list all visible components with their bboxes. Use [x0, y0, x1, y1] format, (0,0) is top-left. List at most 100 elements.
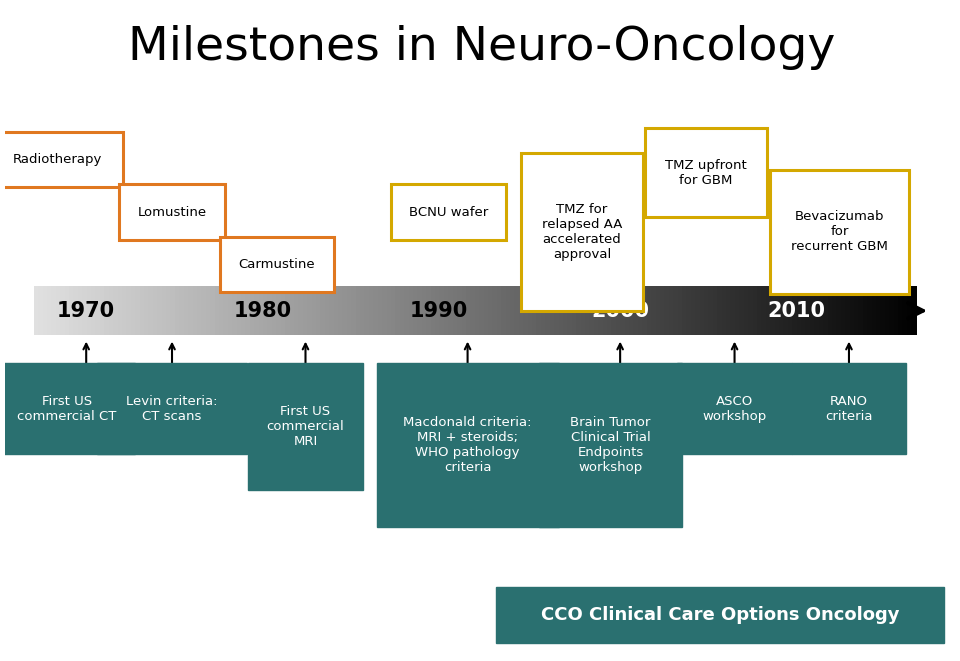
Bar — [841, 286, 846, 335]
Bar — [744, 286, 749, 335]
Bar — [823, 286, 828, 335]
Bar — [898, 286, 903, 335]
Bar — [329, 286, 335, 335]
Bar — [95, 286, 101, 335]
Bar — [86, 286, 92, 335]
Bar — [876, 286, 881, 335]
FancyBboxPatch shape — [792, 364, 906, 454]
Bar — [343, 286, 348, 335]
Bar — [836, 286, 842, 335]
Bar — [691, 286, 696, 335]
Bar — [686, 286, 692, 335]
Bar — [127, 286, 132, 335]
Bar — [470, 286, 476, 335]
Bar — [236, 286, 242, 335]
Bar — [135, 286, 140, 335]
Bar — [554, 286, 560, 335]
Text: Macdonald criteria:
MRI + steroids;
WHO pathology
criteria: Macdonald criteria: MRI + steroids; WHO … — [403, 416, 532, 474]
FancyBboxPatch shape — [97, 364, 248, 454]
Bar — [404, 286, 410, 335]
Bar — [34, 286, 39, 335]
Bar — [426, 286, 432, 335]
Bar — [117, 286, 123, 335]
Bar — [131, 286, 136, 335]
Bar — [537, 286, 541, 335]
Bar — [814, 286, 820, 335]
Bar — [515, 286, 519, 335]
Bar — [193, 286, 198, 335]
Bar — [321, 286, 325, 335]
Bar — [660, 286, 665, 335]
Bar — [285, 286, 291, 335]
Bar — [373, 286, 378, 335]
Bar — [708, 286, 714, 335]
Bar — [735, 286, 740, 335]
Bar — [488, 286, 493, 335]
Bar — [748, 286, 754, 335]
Text: 1990: 1990 — [410, 301, 468, 321]
Bar — [60, 286, 65, 335]
FancyBboxPatch shape — [0, 364, 134, 454]
Bar — [153, 286, 158, 335]
Bar — [756, 286, 762, 335]
Bar — [246, 286, 251, 335]
Bar — [810, 286, 815, 335]
Bar — [792, 286, 798, 335]
FancyBboxPatch shape — [496, 587, 945, 643]
Bar — [224, 286, 228, 335]
Bar — [205, 286, 211, 335]
Bar — [83, 286, 87, 335]
Bar — [56, 286, 61, 335]
Bar — [867, 286, 873, 335]
Bar — [629, 286, 635, 335]
Bar — [431, 286, 436, 335]
Text: Levin criteria:
CT scans: Levin criteria: CT scans — [127, 395, 218, 423]
Bar — [396, 286, 400, 335]
Bar — [466, 286, 471, 335]
Bar — [492, 286, 497, 335]
Bar — [889, 286, 895, 335]
Bar — [42, 286, 48, 335]
Bar — [779, 286, 784, 335]
Bar — [113, 286, 118, 335]
Bar — [550, 286, 555, 335]
Bar — [413, 286, 419, 335]
Bar — [510, 286, 516, 335]
Bar — [440, 286, 444, 335]
Bar — [382, 286, 388, 335]
Bar — [669, 286, 674, 335]
Bar — [161, 286, 167, 335]
Bar — [540, 286, 546, 335]
Bar — [731, 286, 736, 335]
Text: BCNU wafer: BCNU wafer — [409, 206, 488, 219]
Bar — [453, 286, 458, 335]
Bar — [435, 286, 441, 335]
Bar — [625, 286, 630, 335]
FancyBboxPatch shape — [678, 364, 792, 454]
Bar — [496, 286, 502, 335]
Text: 2010: 2010 — [768, 301, 826, 321]
Bar — [567, 286, 573, 335]
Bar — [214, 286, 220, 335]
Bar — [783, 286, 789, 335]
Bar — [377, 286, 383, 335]
Text: Lomustine: Lomustine — [137, 206, 206, 219]
Bar — [232, 286, 237, 335]
Text: Milestones in Neuro-Oncology: Milestones in Neuro-Oncology — [129, 25, 835, 70]
Bar — [880, 286, 886, 335]
Text: TMZ for
relapsed AA
accelerated
approval: TMZ for relapsed AA accelerated approval — [541, 203, 622, 261]
Bar — [589, 286, 595, 335]
Bar — [302, 286, 308, 335]
Bar — [753, 286, 757, 335]
Bar — [612, 286, 616, 335]
Bar — [74, 286, 79, 335]
Bar — [832, 286, 837, 335]
Bar — [894, 286, 899, 335]
Bar — [324, 286, 330, 335]
Bar — [78, 286, 84, 335]
Bar — [828, 286, 833, 335]
FancyBboxPatch shape — [540, 364, 682, 527]
Bar — [268, 286, 273, 335]
Bar — [805, 286, 811, 335]
Bar — [69, 286, 75, 335]
